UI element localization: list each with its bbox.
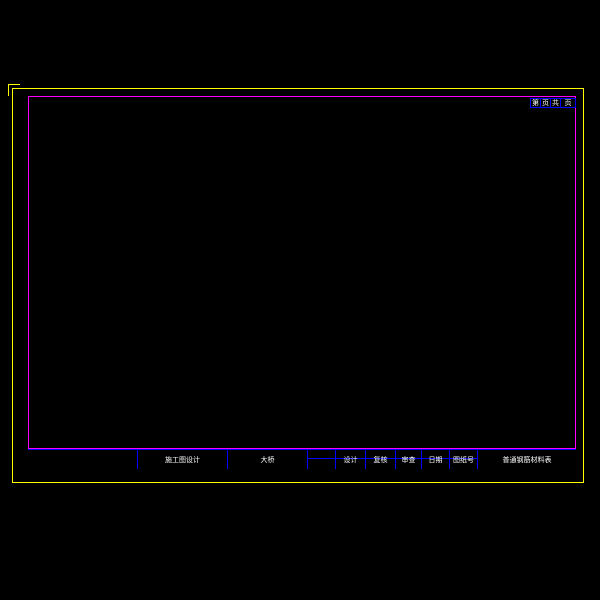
page-tab-cell-3: 页 xyxy=(561,99,575,107)
page-tab-cell-0: 第 xyxy=(531,99,541,107)
titleblock-cell-4: 设计 xyxy=(336,450,366,469)
titleblock-cell-6: 审查 xyxy=(396,450,422,469)
titleblock-row: 施工图设计大桥 设计复核审查日期图纸号普通钢筋材料表 xyxy=(28,449,576,469)
page-tab-cell-1: 页 xyxy=(541,99,551,107)
inner-drawing-frame xyxy=(28,96,576,449)
titleblock-cell-3 xyxy=(308,450,336,469)
titleblock-cell-2: 大桥 xyxy=(228,450,308,469)
titleblock-cell-9: 普通钢筋材料表 xyxy=(478,450,576,469)
titleblock-cell-1: 施工图设计 xyxy=(138,450,228,469)
corner-mark xyxy=(8,84,20,96)
titleblock-cell-7: 日期 xyxy=(422,450,450,469)
titleblock-cell-8: 图纸号 xyxy=(450,450,478,469)
titleblock-cell-0 xyxy=(28,450,138,469)
page-number-tab: 第页共页 xyxy=(530,98,576,108)
titleblock-cell-5: 复核 xyxy=(366,450,396,469)
page-tab-cell-2: 共 xyxy=(551,99,561,107)
